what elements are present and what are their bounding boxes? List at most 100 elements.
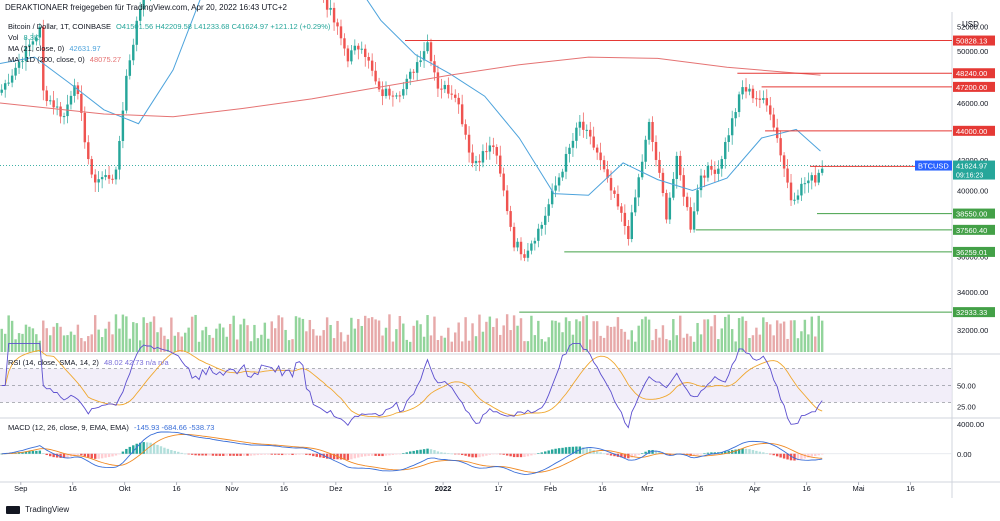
macd-histogram-bar: [575, 446, 578, 454]
candle-body: [73, 85, 76, 96]
candle-body: [644, 139, 647, 162]
candle-body: [412, 71, 415, 73]
macd-histogram-bar: [786, 453, 789, 460]
volume-bar: [789, 320, 793, 352]
volume-bar: [332, 338, 336, 352]
volume-bar: [0, 328, 3, 352]
volume-bar: [395, 329, 398, 352]
volume-bar: [627, 339, 630, 352]
macd-histogram-bar: [177, 451, 180, 454]
time-tick-label: 16: [172, 484, 180, 493]
macd-histogram-bar: [59, 453, 62, 458]
macd-histogram-bar: [599, 452, 602, 454]
macd-histogram-bar: [589, 448, 592, 454]
volume-bar: [62, 335, 66, 352]
volume-bar: [675, 335, 678, 352]
volume-bar: [474, 336, 478, 352]
candle-body: [55, 106, 59, 108]
macd-histogram-bar: [772, 453, 775, 456]
macd-histogram-bar: [762, 452, 765, 454]
macd-histogram-bar: [370, 453, 374, 456]
volume-bar: [467, 340, 471, 352]
candle-body: [814, 175, 817, 183]
candle-body: [24, 46, 28, 62]
macd-histogram-bar: [582, 447, 585, 454]
volume-bar: [620, 328, 623, 352]
candle-body: [464, 124, 467, 135]
macd-histogram-bar: [502, 453, 505, 455]
candle-body: [717, 168, 720, 174]
macd-histogram-bar: [658, 451, 661, 454]
level-price-label: 48240.00: [956, 69, 987, 78]
macd-histogram-bar: [595, 451, 599, 454]
level-price-tag: [953, 81, 995, 92]
macd-histogram-bar: [769, 453, 772, 455]
volume-bar: [533, 335, 537, 352]
volume-bar: [343, 341, 346, 352]
macd-signal-line: [1, 433, 823, 473]
candle-body: [447, 84, 450, 94]
macd-histogram-bar: [533, 453, 537, 455]
volume-bar: [42, 320, 45, 352]
candle-body: [519, 241, 523, 255]
volume-bar: [183, 332, 187, 352]
last-price-tag: [953, 160, 995, 180]
volume-bar: [720, 328, 724, 352]
volume-bar: [111, 334, 114, 352]
macd-histogram-bar: [450, 453, 453, 455]
candle-body: [478, 160, 481, 163]
candle-body: [111, 178, 114, 180]
candle-body: [97, 179, 100, 183]
volume-bar: [121, 314, 125, 352]
macd-histogram-bar: [751, 450, 755, 454]
macd-histogram-bar: [609, 453, 613, 456]
macd-histogram-bar: [381, 453, 384, 457]
volume-bar: [810, 316, 814, 352]
volume-bar: [582, 316, 585, 352]
macd-histogram-bar: [204, 453, 208, 456]
volume-bar: [578, 321, 582, 352]
volume-bar: [741, 316, 744, 352]
macd-histogram-bar: [758, 451, 762, 454]
legend-vol-label: Vol: [8, 33, 19, 42]
volume-bar: [312, 329, 315, 352]
candle-body: [142, 0, 145, 9]
volume-bar: [755, 327, 758, 352]
candle-body: [672, 178, 675, 198]
macd-histogram-bar: [460, 453, 464, 456]
volume-bar: [689, 336, 692, 352]
macd-histogram-bar: [377, 453, 381, 457]
macd-histogram-bar: [391, 453, 395, 455]
volume-bar: [419, 324, 422, 352]
volume-bar: [602, 337, 606, 352]
volume-bar: [609, 326, 613, 352]
volume-bar: [118, 328, 121, 352]
candle-body: [537, 228, 540, 241]
macd-histogram-bar: [76, 453, 80, 455]
time-tick-label: 16: [598, 484, 606, 493]
volume-bar: [14, 339, 17, 352]
macd-histogram-bar: [100, 453, 104, 459]
volume-bar: [436, 340, 440, 352]
price-tick-label: 32000.00: [957, 326, 988, 335]
volume-bar: [668, 340, 672, 352]
candle-body: [80, 94, 83, 113]
macd-histogram-bar: [561, 447, 564, 454]
level-price-tag: [953, 307, 995, 318]
candle-body: [530, 243, 533, 251]
macd-histogram-bar: [114, 453, 118, 456]
macd-histogram-bar: [550, 449, 554, 454]
candle-body: [661, 172, 665, 193]
volume-bar: [765, 322, 769, 352]
macd-histogram-bar: [634, 453, 637, 457]
candle-body: [481, 151, 485, 163]
volume-bar: [28, 326, 31, 352]
candle-body: [779, 138, 782, 156]
volume-bar: [190, 316, 194, 352]
macd-histogram-bar: [66, 453, 69, 458]
volume-bar: [447, 327, 450, 352]
macd-histogram-bar: [235, 453, 239, 456]
volume-bar: [734, 341, 737, 352]
candle-body: [692, 211, 696, 230]
